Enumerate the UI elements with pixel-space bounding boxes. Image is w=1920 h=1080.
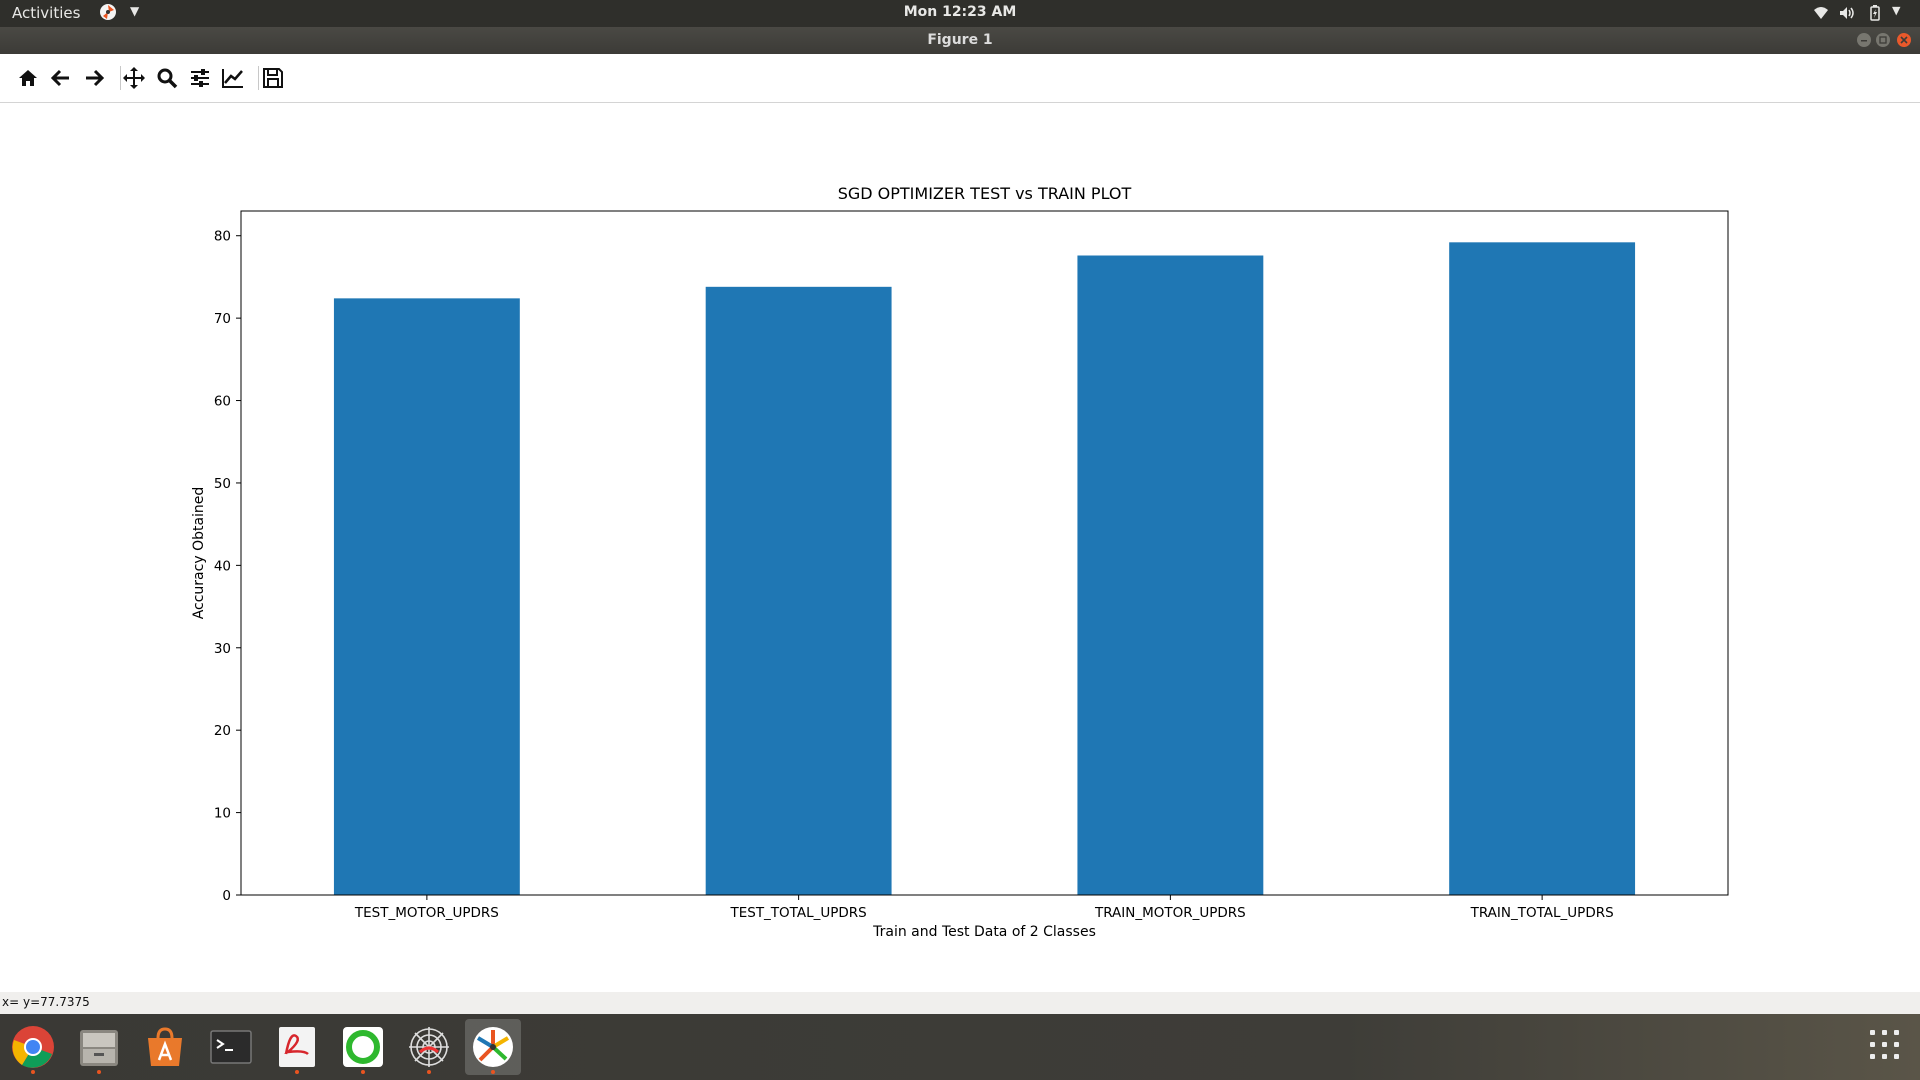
bar-test-motor-updrs [333, 298, 520, 895]
running-indicator [295, 1070, 299, 1074]
dock [0, 1014, 1920, 1080]
zoom-icon[interactable] [154, 65, 180, 91]
running-indicator [31, 1070, 35, 1074]
x-tick-label: TRAIN_TOTAL_UPDRS [1470, 905, 1614, 921]
activities-button[interactable]: Activities [12, 4, 81, 22]
minimize-button[interactable] [1857, 33, 1871, 47]
bar-chart: SGD OPTIMIZER TEST vs TRAIN PLOT TEST_MOT… [191, 184, 1729, 940]
y-tick-label: 60 [214, 394, 231, 410]
back-arrow-icon[interactable] [48, 65, 74, 91]
y-tick-label: 70 [214, 311, 231, 327]
cursor-coordinates: x= y=77.7375 [2, 995, 90, 1009]
y-tick-label: 40 [214, 558, 231, 574]
toolbar-separator [258, 66, 259, 90]
circle-app-icon[interactable] [335, 1019, 391, 1075]
x-tick-label: TEST_MOTOR_UPDRS [354, 905, 499, 921]
toolbar-separator [120, 66, 121, 90]
x-tick-label: TEST_TOTAL_UPDRS [729, 905, 866, 921]
system-menu-caret-icon[interactable]: ▼ [1892, 4, 1901, 17]
chart-title: SGD OPTIMIZER TEST vs TRAIN PLOT [838, 184, 1132, 203]
bar-train-total-updrs [1449, 242, 1636, 895]
subplots-config-icon[interactable] [187, 65, 213, 91]
bar-test-total-updrs [705, 286, 892, 895]
y-tick-label: 20 [214, 723, 231, 739]
clock[interactable]: Mon 12:23 AM [903, 4, 1017, 20]
maximize-button[interactable] [1876, 33, 1890, 47]
y-axis-label: Accuracy Obtained [191, 487, 207, 620]
figure-canvas[interactable]: SGD OPTIMIZER TEST vs TRAIN PLOT TEST_MOT… [0, 103, 1920, 991]
y-tick-label: 0 [222, 888, 231, 904]
app-menu-caret-icon[interactable]: ▼ [130, 4, 140, 18]
software-center-icon[interactable] [137, 1019, 193, 1075]
wifi-icon[interactable] [1812, 4, 1830, 22]
terminal-icon[interactable] [203, 1019, 259, 1075]
files-icon[interactable] [71, 1019, 127, 1075]
status-bar: x= y=77.7375 [0, 992, 1920, 1014]
forward-arrow-icon[interactable] [81, 65, 107, 91]
x-tick-label: TRAIN_MOTOR_UPDRS [1094, 905, 1246, 921]
system-top-bar: Activities ▼ Mon 12:23 AM ▼ [0, 0, 1920, 27]
pdf-viewer-icon[interactable] [269, 1019, 325, 1075]
figure-app-icon[interactable] [465, 1019, 521, 1075]
battery-icon[interactable] [1866, 4, 1884, 22]
y-tick-label: 30 [214, 641, 231, 657]
app-indicator-icon[interactable] [98, 2, 118, 22]
home-icon[interactable] [15, 65, 41, 91]
edit-axes-icon[interactable] [220, 65, 246, 91]
bar-train-motor-updrs [1077, 255, 1264, 895]
window-title: Figure 1 [927, 32, 993, 48]
pan-icon[interactable] [121, 65, 147, 91]
y-tick-label: 80 [214, 229, 231, 245]
y-tick-label: 10 [214, 806, 231, 822]
y-tick-label: 50 [214, 476, 231, 492]
close-button[interactable] [1897, 33, 1911, 47]
x-axis-label: Train and Test Data of 2 Classes [872, 924, 1096, 940]
figure-toolbar [0, 54, 1920, 103]
axes-frame [240, 210, 1729, 896]
spider-web-app-icon[interactable] [401, 1019, 457, 1075]
volume-icon[interactable] [1838, 4, 1856, 22]
show-applications-icon[interactable] [1870, 1030, 1904, 1064]
running-indicator [491, 1070, 495, 1074]
running-indicator [427, 1070, 431, 1074]
chrome-icon[interactable] [5, 1019, 61, 1075]
save-icon[interactable] [260, 65, 286, 91]
running-indicator [97, 1070, 101, 1074]
running-indicator [361, 1070, 365, 1074]
window-title-bar: Figure 1 [0, 27, 1920, 54]
